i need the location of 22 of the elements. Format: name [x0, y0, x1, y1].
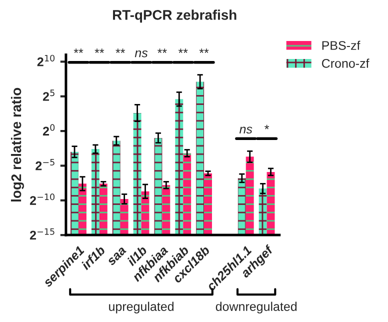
x-tick-label: saa — [107, 246, 127, 266]
y-tick-label: 2$^{−5}$ — [36, 158, 54, 170]
text: ** — [94, 48, 104, 53]
text: ** — [116, 48, 126, 53]
text: ** — [158, 48, 167, 53]
annotation: * — [264, 124, 270, 130]
text: ** — [199, 48, 209, 53]
text: upregulated — [109, 302, 174, 314]
y-tick-label: 2$^{−15}$ — [30, 228, 54, 240]
y-axis-title: log2 relative ratio — [10, 88, 24, 202]
y-tick-label: 2$^{10}$ — [37, 54, 55, 66]
y-tick-label: 2$^{5}$ — [42, 90, 54, 101]
text: ** — [178, 48, 188, 53]
chart-title: RT-qPCR zebrafish — [113, 10, 236, 23]
text: ** — [74, 48, 84, 53]
text: downregulated — [216, 302, 297, 314]
y-tick-label: 2$^{0}$ — [42, 124, 55, 136]
annotation: ns — [239, 126, 252, 134]
legend-label: PBS-zf — [322, 40, 360, 50]
y-tick-label: 2$^{−10}$ — [30, 194, 54, 205]
legend-label: Crono-zf — [322, 58, 370, 68]
annotation: ns — [134, 50, 148, 58]
